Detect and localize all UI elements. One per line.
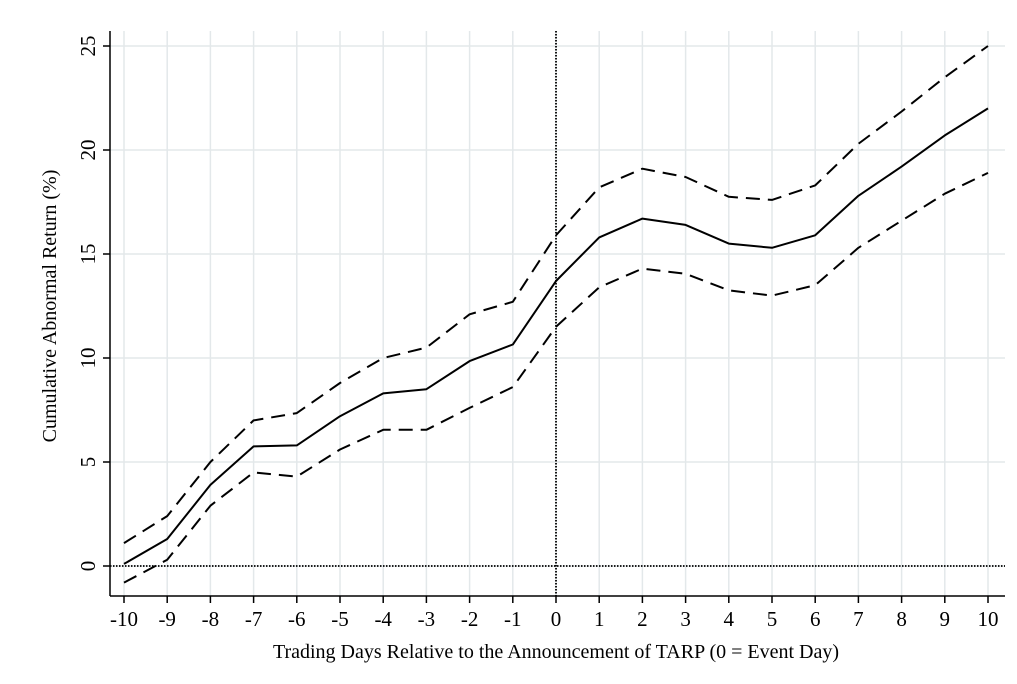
- x-tick-label: -8: [202, 607, 220, 631]
- x-axis-title: Trading Days Relative to the Announcemen…: [273, 641, 839, 663]
- axes: [103, 31, 1005, 603]
- x-tick-label: -6: [288, 607, 306, 631]
- x-tick-label: 10: [978, 607, 999, 631]
- x-tick-label: -2: [461, 607, 479, 631]
- x-tick-label: -5: [331, 607, 349, 631]
- x-tick-label: -10: [110, 607, 138, 631]
- x-tick-label: 7: [853, 607, 864, 631]
- x-tick-label: -1: [504, 607, 522, 631]
- gridlines: [110, 31, 1005, 596]
- y-tick-label: 15: [76, 244, 100, 265]
- x-tick-label: 2: [637, 607, 648, 631]
- x-tick-label: 5: [767, 607, 778, 631]
- x-tick-label: -7: [245, 607, 263, 631]
- x-tick-label: -3: [418, 607, 436, 631]
- x-tick-label: 0: [551, 607, 562, 631]
- x-tick-label: -9: [158, 607, 176, 631]
- x-tick-label: 8: [896, 607, 907, 631]
- y-tick-label: 20: [76, 140, 100, 161]
- y-tick-label: 10: [76, 348, 100, 369]
- series-lines: [123, 45, 989, 584]
- x-tick-label: -4: [374, 607, 392, 631]
- x-tick-label: 9: [940, 607, 951, 631]
- y-axis-title: Cumulative Abnormal Return (%): [39, 170, 61, 443]
- x-tick-label: 4: [724, 607, 735, 631]
- x-tick-label: 3: [680, 607, 691, 631]
- upper-confidence-band-line: [123, 45, 989, 544]
- y-tick-label: 0: [76, 561, 100, 572]
- car-estimate-line: [123, 107, 989, 565]
- y-tick-label: 5: [76, 457, 100, 468]
- x-tick-label: 6: [810, 607, 821, 631]
- tick-labels: -10 -9 -8 -7 -6 -5 -4 -3 -2 -1 0 1 2 3 4 5 6 7 8 9 100510152…: [76, 36, 999, 632]
- reference-lines: [110, 31, 1005, 596]
- lower-confidence-band-line: [123, 171, 989, 584]
- x-tick-label: 1: [594, 607, 605, 631]
- y-tick-label: 25: [76, 36, 100, 57]
